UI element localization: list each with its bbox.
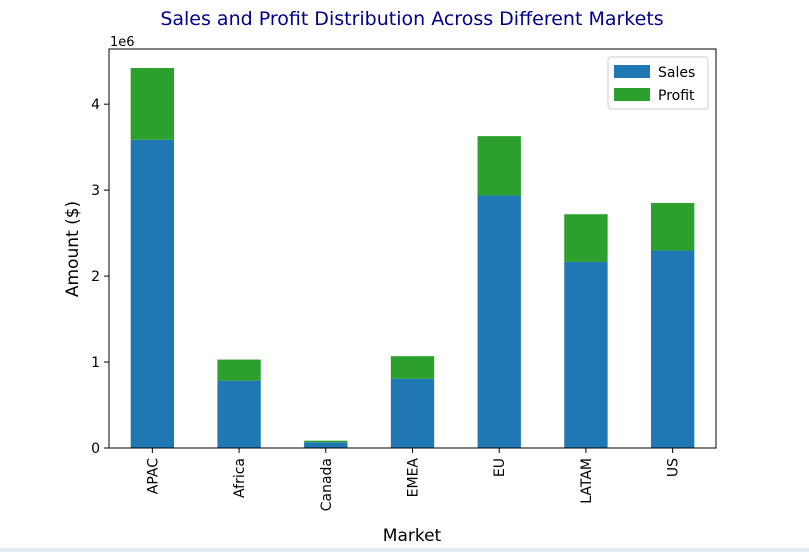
bottom-border-strip <box>0 548 809 552</box>
bar-profit-apac <box>130 68 175 140</box>
legend-label-sales: Sales <box>658 65 695 81</box>
bar-profit-canada <box>304 440 348 443</box>
bar-profit-us <box>650 203 695 251</box>
y-axis-ticks: 0 1 2 3 4 <box>91 97 109 457</box>
bar-sales-apac <box>130 139 175 448</box>
x-tick-label-africa: Africa <box>232 458 248 498</box>
legend-label-profit: Profit <box>658 88 695 104</box>
bar-sales-africa <box>217 380 261 448</box>
bar-profit-emea <box>390 356 435 379</box>
y-tick-label: 1 <box>91 355 100 371</box>
x-tick-label-apac: APAC <box>145 458 161 494</box>
y-tick-label: 3 <box>91 183 100 199</box>
plot-area-frame <box>108 48 717 449</box>
legend-swatch-profit <box>614 88 650 101</box>
x-axis-label: Market <box>383 526 442 546</box>
bar-profit-africa <box>217 359 261 381</box>
chart-title: Sales and Profit Distribution Across Dif… <box>160 8 663 30</box>
legend-swatch-sales <box>614 65 650 78</box>
y-axis-label: Amount ($) <box>63 201 83 297</box>
x-tick-label-eu: EU <box>492 458 508 477</box>
x-axis-ticks: APAC Africa Canada EMEA EU LATAM US <box>145 448 682 511</box>
bar-sales-us <box>650 250 695 448</box>
bar-profit-latam <box>564 214 608 262</box>
y-tick-label: 4 <box>91 97 100 113</box>
bar-profit-eu <box>477 136 521 196</box>
bars <box>130 68 695 448</box>
y-axis-offset-label: 1e6 <box>110 35 135 50</box>
x-tick-label-canada: Canada <box>319 458 335 511</box>
y-tick-label: 2 <box>91 269 100 285</box>
bar-sales-canada <box>304 442 348 448</box>
bar-sales-emea <box>390 378 435 448</box>
x-tick-label-latam: LATAM <box>579 458 595 504</box>
y-tick-label: 0 <box>91 441 100 457</box>
bar-sales-latam <box>564 261 608 448</box>
legend: Sales Profit <box>607 56 709 110</box>
x-tick-label-us: US <box>666 458 682 477</box>
bar-sales-eu <box>477 195 521 448</box>
x-tick-label-emea: EMEA <box>406 458 422 498</box>
